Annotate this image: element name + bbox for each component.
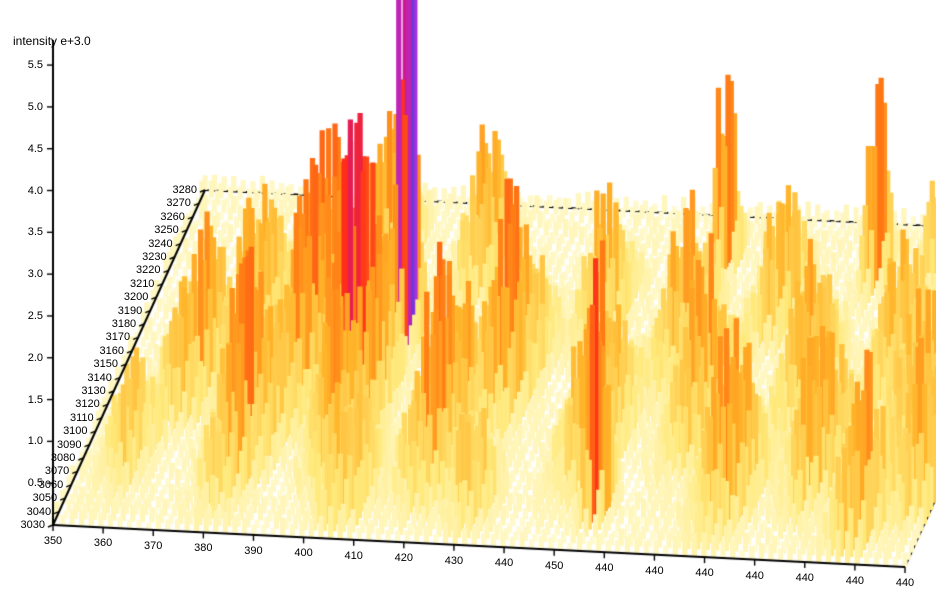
z-tick-label: 3.0: [28, 268, 43, 280]
x-tick-label: 440: [896, 577, 914, 589]
z-tick-label: 1.5: [28, 394, 43, 406]
y-tick-label: 3160: [100, 345, 124, 357]
x-tick-label: 410: [345, 550, 363, 562]
y-tick-label: 3180: [112, 318, 136, 330]
y-tick-label: 3240: [148, 238, 172, 250]
x-tick-label: 390: [244, 545, 262, 557]
x-tick-label: 440: [846, 575, 864, 587]
y-tick-label: 3190: [118, 305, 142, 317]
y-tick-label: 3170: [106, 331, 130, 343]
z-tick-label: 4.5: [28, 143, 43, 155]
y-tick-label: 3090: [57, 439, 81, 451]
z-tick-label: 1.0: [28, 435, 43, 447]
y-tick-label: 3250: [154, 224, 178, 236]
x-tick-label: 440: [796, 572, 814, 584]
x-tick-label: 440: [745, 570, 763, 582]
z-tick-label: 2.0: [28, 352, 43, 364]
y-tick-label: 3270: [166, 197, 190, 209]
mass-spec-3d-plot: intensity e+3.0 [sec] 0.51.01.52.02.53.0…: [0, 0, 936, 609]
y-tick-label: 3230: [142, 251, 166, 263]
z-tick-label: 5.5: [28, 59, 43, 71]
y-tick-label: 3040: [27, 506, 51, 518]
z-tick-label: 2.5: [28, 310, 43, 322]
y-tick-label: 3140: [87, 372, 111, 384]
y-tick-label: 3030: [21, 519, 45, 531]
z-tick-label: 5.0: [28, 101, 43, 113]
y-tick-label: 3060: [39, 479, 63, 491]
x-tick-label: 440: [595, 562, 613, 574]
x-tick-label: 420: [395, 552, 413, 564]
x-tick-label: 350: [44, 535, 62, 547]
y-tick-label: 3110: [70, 412, 94, 424]
x-tick-label: 440: [645, 565, 663, 577]
y-tick-label: 3100: [63, 425, 87, 437]
x-tick-label: 430: [445, 555, 463, 567]
z-axis-title: intensity e+3.0: [13, 34, 91, 48]
x-tick-label: 440: [495, 557, 513, 569]
x-tick-label: 400: [294, 547, 312, 559]
y-tick-label: 3050: [33, 492, 57, 504]
x-tick-label: 370: [144, 540, 162, 552]
y-tick-label: 3200: [124, 291, 148, 303]
y-tick-label: 3220: [136, 264, 160, 276]
x-tick-label: 360: [94, 537, 112, 549]
x-tick-label: 440: [695, 567, 713, 579]
y-tick-label: 3120: [75, 398, 99, 410]
y-tick-label: 3070: [45, 465, 69, 477]
y-tick-label: 3280: [173, 184, 197, 196]
y-tick-label: 3210: [130, 278, 154, 290]
z-tick-label: 4.0: [28, 185, 43, 197]
y-tick-label: 3130: [81, 385, 105, 397]
y-tick-label: 3080: [51, 452, 75, 464]
x-tick-label: 450: [545, 560, 563, 572]
y-tick-label: 3150: [93, 358, 117, 370]
x-tick-label: 380: [194, 542, 212, 554]
y-tick-label: 3260: [160, 211, 184, 223]
z-tick-label: 3.5: [28, 226, 43, 238]
